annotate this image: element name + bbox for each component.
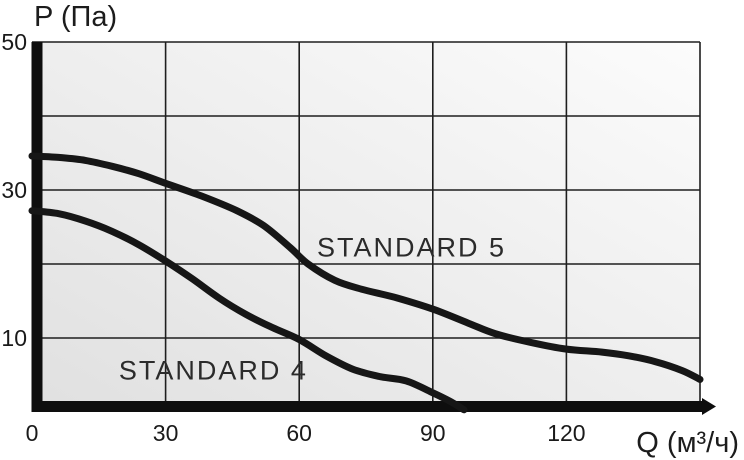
series-curve-standard-4 <box>28 207 468 414</box>
x-tick-label: 90 <box>420 420 446 446</box>
x-axis-arrow-icon <box>702 398 716 415</box>
series-label: STANDARD 4 <box>119 355 308 385</box>
x-axis-title: Q (м³/ч) <box>636 427 739 459</box>
y-axis-title: P (Па) <box>34 1 118 33</box>
x-tick-label: 120 <box>547 420 585 446</box>
y-tick-label: 50 <box>1 29 27 55</box>
x-tick-label: 60 <box>286 420 312 446</box>
y-tick-label: 10 <box>1 325 27 351</box>
x-tick-label: 30 <box>153 420 179 446</box>
x-tick-label: 0 <box>26 420 39 446</box>
y-tick-label: 30 <box>1 177 27 203</box>
series-label: STANDARD 5 <box>317 233 506 263</box>
series-curve-standard-5 <box>28 152 704 383</box>
